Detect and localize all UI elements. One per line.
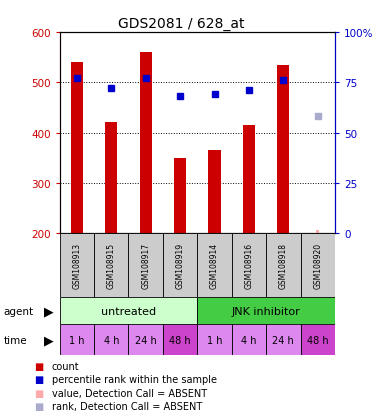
Text: GSM108914: GSM108914 — [210, 242, 219, 288]
Text: value, Detection Call = ABSENT: value, Detection Call = ABSENT — [52, 388, 207, 398]
Text: JNK inhibitor: JNK inhibitor — [232, 306, 301, 316]
Text: rank, Detection Call = ABSENT: rank, Detection Call = ABSENT — [52, 401, 202, 411]
Bar — [71, 63, 83, 233]
Bar — [243, 126, 255, 233]
Text: GSM108917: GSM108917 — [141, 242, 150, 288]
Bar — [163, 324, 197, 355]
Text: untreated: untreated — [101, 306, 156, 316]
Text: 24 h: 24 h — [273, 335, 294, 345]
Text: 1 h: 1 h — [69, 335, 85, 345]
Text: GSM108918: GSM108918 — [279, 242, 288, 288]
Text: GSM108915: GSM108915 — [107, 242, 116, 288]
Text: 48 h: 48 h — [307, 335, 328, 345]
Text: ▶: ▶ — [45, 304, 54, 317]
Text: agent: agent — [4, 306, 34, 316]
Bar — [266, 233, 301, 297]
Bar — [129, 324, 163, 355]
Text: 4 h: 4 h — [241, 335, 257, 345]
Bar — [60, 233, 94, 297]
Bar — [197, 233, 232, 297]
Text: ▶: ▶ — [45, 333, 54, 346]
Text: GSM108913: GSM108913 — [72, 242, 81, 288]
Bar — [266, 324, 301, 355]
Bar — [60, 297, 197, 324]
Bar — [94, 233, 129, 297]
Text: ■: ■ — [34, 361, 43, 371]
Text: 4 h: 4 h — [104, 335, 119, 345]
Bar — [129, 233, 163, 297]
Text: GSM108919: GSM108919 — [176, 242, 185, 288]
Text: ■: ■ — [34, 388, 43, 398]
Text: time: time — [4, 335, 27, 345]
Text: ■: ■ — [34, 401, 43, 411]
Text: GSM108916: GSM108916 — [244, 242, 253, 288]
Text: 24 h: 24 h — [135, 335, 157, 345]
Text: count: count — [52, 361, 80, 371]
Bar — [277, 66, 290, 233]
Bar — [301, 233, 335, 297]
Bar — [105, 123, 117, 233]
Bar — [232, 324, 266, 355]
Bar — [94, 324, 129, 355]
Bar — [140, 53, 152, 233]
Text: percentile rank within the sample: percentile rank within the sample — [52, 375, 217, 385]
Bar — [209, 151, 221, 233]
Bar — [316, 231, 319, 233]
Text: 1 h: 1 h — [207, 335, 222, 345]
Bar — [174, 158, 186, 233]
Text: GSM108920: GSM108920 — [313, 242, 322, 288]
Bar — [60, 324, 94, 355]
Text: GDS2081 / 628_at: GDS2081 / 628_at — [118, 17, 244, 31]
Text: 48 h: 48 h — [169, 335, 191, 345]
Bar — [197, 324, 232, 355]
Bar — [197, 297, 335, 324]
Text: ■: ■ — [34, 375, 43, 385]
Bar — [232, 233, 266, 297]
Bar — [163, 233, 197, 297]
Bar — [301, 324, 335, 355]
